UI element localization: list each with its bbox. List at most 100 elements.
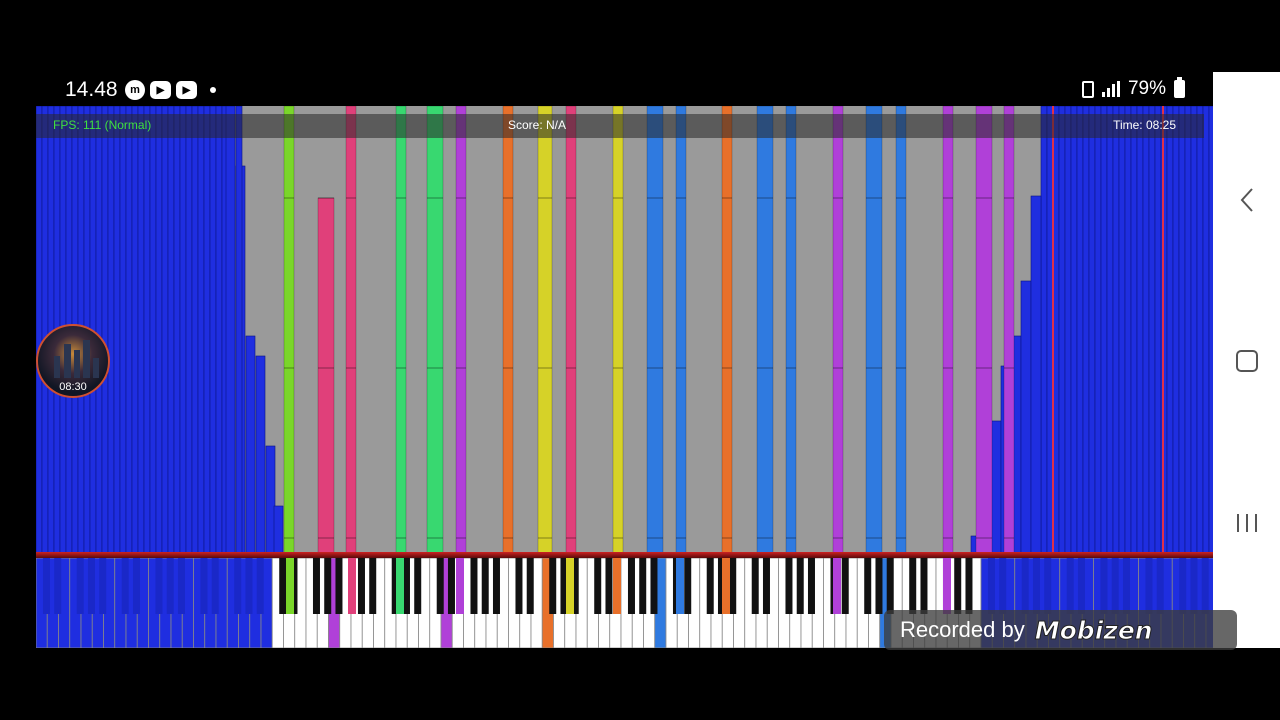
note-block <box>1172 106 1180 554</box>
city-skyline <box>93 358 99 378</box>
black-key <box>200 558 208 614</box>
navigation-bar <box>1213 72 1280 648</box>
note-block <box>167 106 175 554</box>
note-block <box>832 106 844 554</box>
note-block <box>1082 106 1090 554</box>
mobizen-icon: m <box>125 80 145 100</box>
black-key <box>402 558 410 614</box>
note-block <box>125 106 133 554</box>
note-block <box>426 106 444 554</box>
black-key <box>807 558 815 614</box>
city-skyline <box>54 356 60 378</box>
black-key <box>211 558 219 614</box>
black-key <box>121 558 129 614</box>
more-notifications-icon <box>210 87 216 93</box>
black-key <box>132 558 140 614</box>
note-block <box>345 106 357 554</box>
battery-percent: 79% <box>1127 78 1166 99</box>
note-block <box>1058 106 1066 554</box>
note-block <box>101 106 109 554</box>
note-block <box>895 106 907 554</box>
home-icon <box>1236 350 1258 372</box>
note-block <box>990 420 1002 554</box>
pressed-key <box>286 558 294 614</box>
black-key <box>1145 558 1153 614</box>
recording-watermark: Recorded by Mobizen <box>884 610 1237 650</box>
black-key <box>1156 558 1164 614</box>
black-key <box>684 558 692 614</box>
black-key <box>706 558 714 614</box>
black-key <box>436 558 444 614</box>
floating-clock-widget[interactable]: 08:30 <box>36 324 110 398</box>
status-right: 79% <box>1081 77 1185 100</box>
black-key <box>999 558 1007 614</box>
note-block <box>113 106 121 554</box>
black-key <box>414 558 422 614</box>
note-block <box>1202 106 1210 554</box>
note-block <box>161 106 169 554</box>
hud-bar: FPS: 111 (Normal) Score: N/A Time: 08:25 <box>36 114 1204 138</box>
note-block <box>107 106 115 554</box>
black-key <box>1066 558 1074 614</box>
note-block <box>1020 280 1032 554</box>
note-block <box>1118 106 1126 554</box>
note-block <box>537 106 553 554</box>
black-key <box>965 558 973 614</box>
black-key <box>1032 558 1040 614</box>
note-block <box>185 106 193 554</box>
black-key <box>76 558 84 614</box>
note-block <box>255 355 266 554</box>
black-key <box>875 558 883 614</box>
note-block <box>225 106 236 554</box>
note-block <box>1190 106 1198 554</box>
note-block <box>502 106 514 554</box>
black-key <box>335 558 343 614</box>
black-key <box>594 558 602 614</box>
black-key <box>639 558 647 614</box>
recent-apps-button[interactable] <box>1233 509 1261 537</box>
black-key <box>1122 558 1130 614</box>
note-block <box>265 445 276 554</box>
note-block <box>1196 106 1204 554</box>
note-block <box>1112 106 1120 554</box>
battery-icon <box>1174 77 1185 98</box>
note-block <box>646 106 664 554</box>
black-key <box>1201 558 1209 614</box>
black-key <box>909 558 917 614</box>
black-key <box>177 558 185 614</box>
piano-keyboard <box>36 558 1213 648</box>
note-block <box>1148 106 1156 554</box>
pressed-key <box>833 558 841 614</box>
black-key <box>234 558 242 614</box>
black-key <box>447 558 455 614</box>
home-button[interactable] <box>1233 347 1261 375</box>
note-block <box>41 106 49 554</box>
note-block <box>785 106 797 554</box>
black-key <box>391 558 399 614</box>
note-block <box>1003 106 1015 554</box>
note-block <box>1040 106 1048 554</box>
note-block <box>137 106 145 554</box>
piano-keys <box>36 558 1213 648</box>
black-key <box>166 558 174 614</box>
note-block <box>245 335 256 554</box>
note-block <box>235 106 243 554</box>
black-key <box>549 558 557 614</box>
note-block <box>191 106 199 554</box>
note-block <box>1052 106 1054 554</box>
black-key <box>1179 558 1187 614</box>
black-key <box>1111 558 1119 614</box>
black-key <box>245 558 253 614</box>
pressed-key <box>943 558 951 614</box>
note-block <box>1064 106 1072 554</box>
note-block <box>36 106 43 554</box>
note-block <box>215 106 223 554</box>
status-bar: 14.48 m ▶ ▶ 79% <box>36 72 1213 106</box>
note-block <box>283 106 295 554</box>
note-block <box>203 106 211 554</box>
black-key <box>279 558 287 614</box>
note-block <box>95 106 103 554</box>
black-key <box>571 558 579 614</box>
note-block <box>1030 195 1042 554</box>
back-button[interactable] <box>1233 186 1261 214</box>
